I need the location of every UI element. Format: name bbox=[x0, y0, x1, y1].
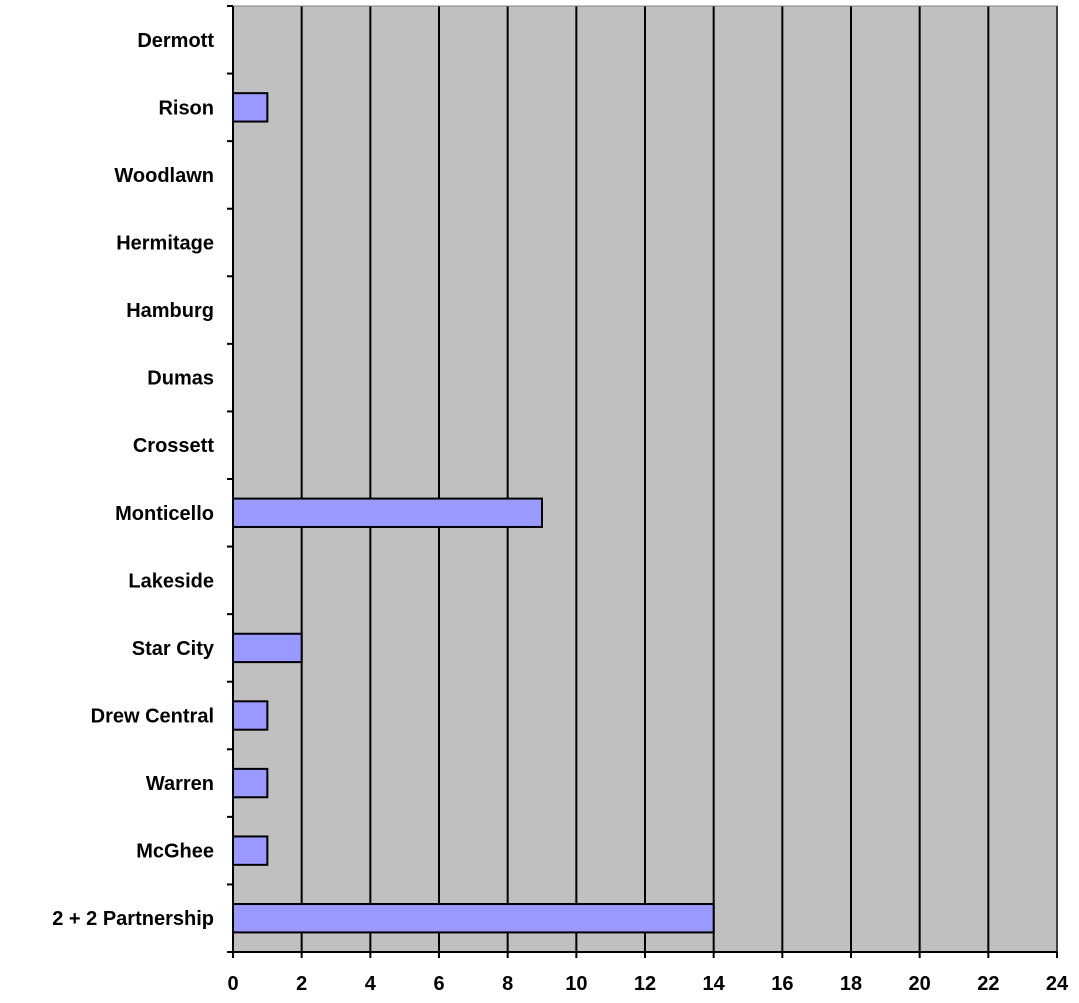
bar-mcghee bbox=[232, 835, 269, 866]
category-label: Lakeside bbox=[128, 570, 214, 592]
x-tick-label: 22 bbox=[977, 973, 999, 995]
x-tick-labels: 0 2 4 6 8 10 12 14 16 18 20 22 24 bbox=[227, 973, 1069, 995]
category-label: Woodlawn bbox=[114, 165, 214, 187]
x-tick-label: 10 bbox=[565, 973, 587, 995]
category-label: Hermitage bbox=[116, 233, 214, 255]
x-tick-label: 24 bbox=[1046, 973, 1069, 995]
x-tick-label: 8 bbox=[502, 973, 513, 995]
x-tick-label: 18 bbox=[840, 973, 862, 995]
category-label: Drew Central bbox=[91, 706, 214, 728]
category-label: Monticello bbox=[115, 503, 214, 525]
category-labels: Dermott Rison Woodlawn Hermitage Hamburg Duma… bbox=[52, 30, 215, 930]
x-tick-label: 20 bbox=[909, 973, 931, 995]
bar-drew-central bbox=[232, 700, 269, 731]
category-label: Warren bbox=[146, 773, 214, 795]
x-tick-label: 14 bbox=[703, 973, 726, 995]
x-tick-label: 6 bbox=[433, 973, 444, 995]
x-tick-label: 16 bbox=[771, 973, 793, 995]
category-label: Dumas bbox=[147, 368, 214, 390]
bars bbox=[232, 92, 715, 934]
category-label: Dermott bbox=[137, 30, 214, 52]
category-label: Hamburg bbox=[126, 300, 214, 322]
axes bbox=[227, 5, 1058, 958]
bar-monticello bbox=[232, 497, 543, 528]
x-tick-label: 4 bbox=[365, 973, 377, 995]
bar-star-city bbox=[232, 632, 303, 664]
category-label: 2 + 2 Partnership bbox=[52, 908, 214, 930]
gridlines bbox=[232, 5, 1058, 953]
x-tick-label: 0 bbox=[227, 973, 238, 995]
category-label: McGhee bbox=[136, 841, 214, 863]
bar-2-2-partnership bbox=[232, 903, 715, 934]
category-label: Crossett bbox=[133, 435, 214, 457]
bar-rison bbox=[232, 92, 269, 123]
bar-warren bbox=[232, 767, 269, 799]
x-tick-label: 12 bbox=[634, 973, 656, 995]
category-label: Rison bbox=[158, 97, 214, 119]
x-tick-label: 2 bbox=[296, 973, 307, 995]
category-label: Star City bbox=[132, 638, 215, 660]
